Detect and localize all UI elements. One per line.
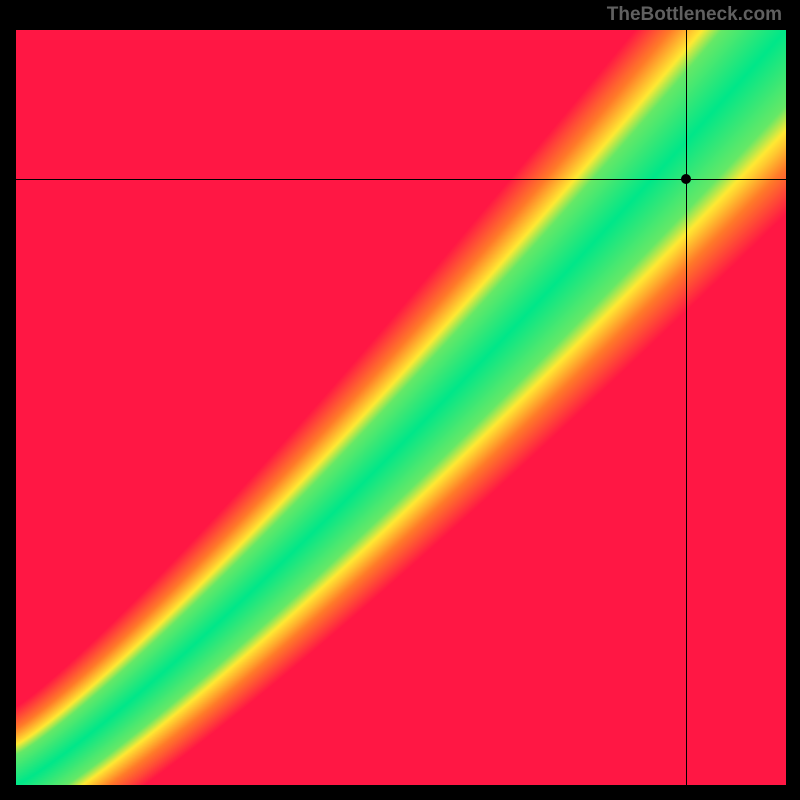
crosshair-marker xyxy=(681,174,691,184)
header-bar: TheBottleneck.com xyxy=(0,0,800,30)
crosshair-vertical xyxy=(686,30,687,785)
bottleneck-heatmap xyxy=(16,30,786,785)
watermark-text: TheBottleneck.com xyxy=(607,4,782,25)
heatmap-canvas xyxy=(16,30,786,785)
crosshair-horizontal xyxy=(16,179,786,180)
